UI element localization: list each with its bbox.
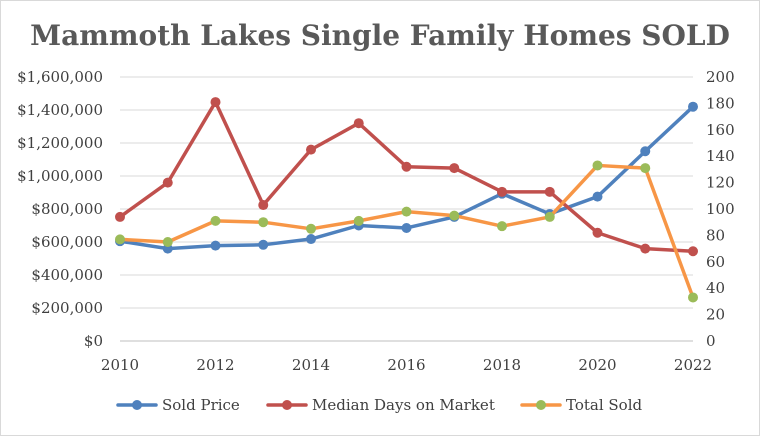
y-left-tick-label: $200,000 (31, 299, 103, 317)
sold-price-point (688, 101, 698, 112)
sold-price-point (306, 234, 316, 245)
total-sold-point (210, 215, 221, 226)
y-right-tick-label: 80 (706, 226, 725, 244)
total-sold-point (497, 221, 507, 232)
median-days-on-market-point (401, 161, 412, 172)
sold-price-legend-marker (132, 400, 142, 410)
median-days-on-market-point (640, 243, 651, 254)
total-sold-legend-marker (536, 400, 546, 410)
y-left-tick-label: $1,000,000 (17, 167, 103, 185)
x-tick-label: 2016 (387, 356, 425, 374)
total-sold-point (449, 210, 460, 221)
total-sold-point (353, 215, 364, 226)
median-days-on-market-legend-marker (282, 400, 292, 410)
median-days-on-market-point (497, 186, 507, 197)
y-right-tick-label: 100 (706, 200, 735, 218)
median-days-on-market-point (258, 200, 269, 211)
median-days-on-market-point (306, 144, 316, 155)
y-right-tick-label: 140 (706, 147, 735, 165)
legend: Sold Price Median Days on Market Total Sol… (116, 396, 643, 414)
x-tick-label: 2012 (196, 356, 234, 374)
median-days-on-market-point (353, 118, 364, 129)
y-right-tick-label: 0 (706, 332, 716, 350)
y-right-tick-label: 60 (706, 253, 725, 271)
y-right-tick-label: 120 (706, 174, 735, 192)
y-left-tick-label: $1,400,000 (17, 101, 103, 119)
median-days-on-market-point (592, 227, 603, 238)
y-left-tick-label: $800,000 (31, 200, 103, 218)
total-sold-point (640, 163, 651, 174)
y-right-tick-label: 160 (706, 121, 735, 139)
y-right-tick-label: 20 (706, 306, 725, 324)
sold-price-point (210, 240, 221, 251)
median-days-on-market-point (210, 97, 221, 108)
sold-price-legend-label: Sold Price (162, 396, 240, 414)
total-sold-point (258, 217, 269, 228)
total-sold-point (592, 160, 603, 171)
median-days-on-market-point (688, 246, 698, 257)
total-sold-point (544, 211, 555, 222)
sold-price-point (401, 222, 412, 233)
right-axis: 0 20 40 60 80 100 120 140 160 180 200 (706, 68, 735, 350)
y-right-tick-label: 40 (706, 279, 725, 297)
x-tick-label: 2022 (674, 356, 712, 374)
y-left-tick-label: $1,600,000 (17, 68, 103, 86)
y-right-tick-label: 180 (706, 94, 735, 112)
total-sold-point (115, 234, 125, 245)
median-days-on-market-point (544, 186, 555, 197)
total-sold-point (401, 206, 412, 217)
left-axis: $0 $200,000 $400,000 $600,000 $800,000 $1,000… (17, 68, 103, 350)
chart-title: Mammoth Lakes Single Family Homes SOLD (30, 19, 730, 52)
y-left-tick-label: $400,000 (31, 266, 103, 284)
total-sold-point (306, 223, 316, 234)
x-tick-label: 2014 (292, 356, 330, 374)
total-sold-point (688, 292, 698, 303)
sold-price-point (640, 146, 651, 157)
y-right-tick-label: 200 (706, 68, 735, 86)
y-left-tick-label: $600,000 (31, 233, 103, 251)
median-days-on-market-legend-label: Median Days on Market (312, 396, 495, 414)
series-group (115, 97, 698, 303)
sold-price-point (258, 239, 269, 250)
x-tick-label: 2018 (483, 356, 521, 374)
median-days-on-market-point (449, 163, 460, 174)
y-left-tick-label: $0 (84, 332, 103, 350)
y-left-tick-label: $1,200,000 (17, 134, 103, 152)
x-tick-label: 2010 (101, 356, 139, 374)
total-sold-point (162, 237, 173, 247)
x-axis: 2010 2012 2014 2016 2018 2020 2022 (101, 356, 712, 374)
median-days-on-market-point (115, 211, 125, 222)
x-tick-label: 2020 (578, 356, 616, 374)
total-sold-legend-label: Total Sold (566, 396, 643, 414)
grid-lines (120, 76, 693, 342)
median-days-on-market-point (162, 177, 173, 188)
sold-price-point (592, 191, 603, 202)
